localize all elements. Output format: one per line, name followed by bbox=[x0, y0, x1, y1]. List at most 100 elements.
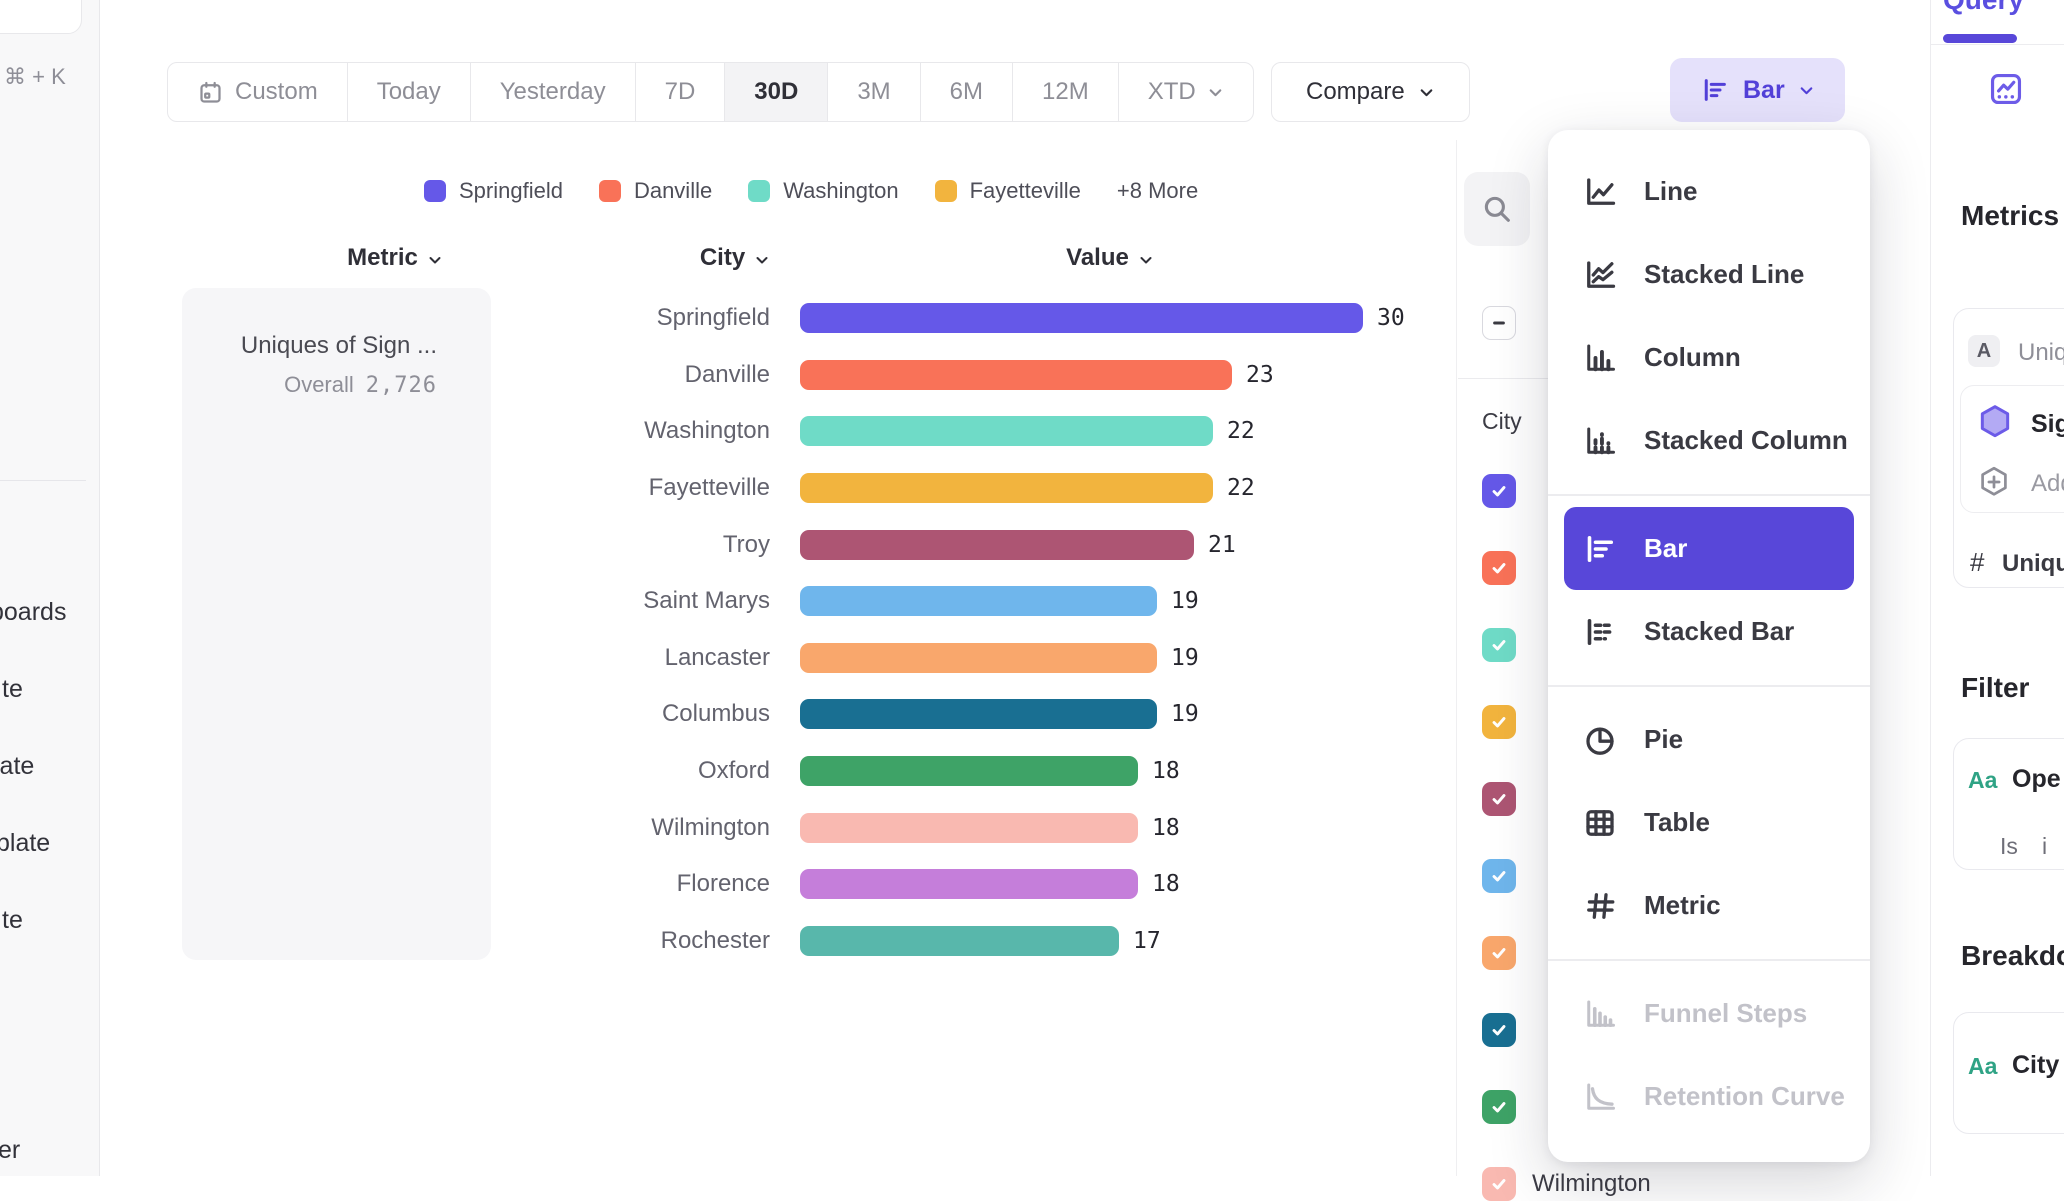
menu-item[interactable]: Column bbox=[1548, 316, 1870, 399]
breakdown-row bbox=[1482, 936, 1651, 970]
date-range-button[interactable]: Yesterday bbox=[469, 63, 635, 121]
breakdown-property[interactable]: City bbox=[2012, 1051, 2060, 1079]
menu-item[interactable]: Bar bbox=[1548, 494, 1870, 590]
date-range-button[interactable]: 6M bbox=[919, 63, 1012, 121]
legend-item[interactable]: Fayetteville bbox=[934, 178, 1081, 204]
menu-item[interactable]: Stacked Bar bbox=[1548, 590, 1870, 673]
bar[interactable] bbox=[800, 359, 1232, 390]
legend-item[interactable]: Washington bbox=[748, 178, 899, 204]
checkbox[interactable] bbox=[1482, 936, 1516, 970]
insights-chart-icon[interactable] bbox=[1987, 70, 2025, 108]
legend-item[interactable]: +8 More bbox=[1117, 178, 1198, 204]
metric-card[interactable]: A Uniq Sig Add # Uniqu bbox=[1953, 308, 2064, 588]
hexagon-icon bbox=[1975, 402, 2015, 442]
value-label: 18 bbox=[1152, 871, 1180, 898]
menu-item[interactable]: Metric bbox=[1548, 864, 1870, 947]
sidebar-nav-item[interactable]: te bbox=[2, 675, 23, 703]
legend-label: Danville bbox=[633, 178, 713, 203]
checkbox[interactable] bbox=[1482, 628, 1516, 662]
sidebar-search-card[interactable] bbox=[0, 0, 82, 34]
measure-label[interactable]: Uniqu bbox=[2002, 550, 2064, 577]
checkbox[interactable] bbox=[1482, 1167, 1516, 1201]
menu-item[interactable]: Line bbox=[1548, 150, 1870, 233]
tab-query[interactable]: Query bbox=[1943, 0, 2024, 16]
keyboard-shortcut-hint: ⌘ + K bbox=[4, 64, 66, 89]
hexagon-plus-icon[interactable] bbox=[1976, 464, 2012, 500]
bar[interactable] bbox=[800, 473, 1213, 504]
metric-column-header[interactable]: Metric bbox=[300, 244, 490, 272]
menu-item[interactable]: Stacked Line bbox=[1548, 233, 1870, 316]
checkbox[interactable] bbox=[1482, 705, 1516, 739]
search-button[interactable] bbox=[1464, 172, 1530, 246]
date-range-button[interactable]: 30D bbox=[724, 63, 828, 121]
checkbox[interactable] bbox=[1482, 1090, 1516, 1124]
bar[interactable] bbox=[800, 642, 1157, 673]
date-range-button[interactable]: 7D bbox=[634, 63, 725, 121]
menu-item[interactable]: Pie bbox=[1548, 685, 1870, 781]
filter-value[interactable]: i bbox=[2042, 833, 2048, 859]
compare-button[interactable]: Compare bbox=[1271, 62, 1470, 122]
menu-item-label: Line bbox=[1644, 176, 1698, 206]
menu-item-label: Stacked Line bbox=[1644, 259, 1805, 289]
sidebar-nav-item[interactable]: blate bbox=[0, 829, 51, 857]
bar[interactable] bbox=[800, 869, 1138, 900]
checkbox[interactable] bbox=[1482, 859, 1516, 893]
menu-item[interactable]: Table bbox=[1548, 781, 1870, 864]
bar[interactable] bbox=[800, 529, 1194, 560]
sidebar-nav-item[interactable]: er bbox=[0, 1136, 21, 1164]
date-range-button[interactable]: 3M bbox=[827, 63, 919, 121]
legend-item[interactable]: Danville bbox=[598, 178, 713, 204]
date-range-button[interactable]: Custom bbox=[168, 63, 347, 121]
event-card[interactable]: Sig Add bbox=[1960, 385, 2064, 513]
select-all-checkbox[interactable] bbox=[1482, 306, 1516, 340]
checkbox[interactable] bbox=[1482, 782, 1516, 816]
city-column-header[interactable]: City bbox=[640, 244, 830, 272]
legend-item[interactable]: Springfield bbox=[424, 178, 563, 204]
date-range-button[interactable]: 12M bbox=[1012, 63, 1118, 121]
sidebar-nav-item[interactable]: boards bbox=[0, 598, 67, 626]
legend-swatch bbox=[598, 180, 621, 202]
checkbox[interactable] bbox=[1482, 474, 1516, 508]
sidebar-nav-item[interactable]: late bbox=[0, 752, 35, 780]
filter-property[interactable]: Ope bbox=[2012, 765, 2061, 793]
breakdown-card[interactable]: Aa City bbox=[1953, 1012, 2064, 1134]
checkbox[interactable] bbox=[1482, 1013, 1516, 1047]
category-label: Troy bbox=[722, 530, 770, 558]
metric-panel[interactable]: Uniques of Sign ... Overall 2,726 bbox=[182, 288, 491, 960]
filter-operator[interactable]: Is bbox=[2000, 833, 2018, 859]
add-event-label[interactable]: Add bbox=[2031, 470, 2064, 497]
date-range-button[interactable]: Today bbox=[346, 63, 470, 121]
date-range-button[interactable]: XTD bbox=[1117, 63, 1253, 121]
menu-item[interactable]: Stacked Column bbox=[1548, 399, 1870, 482]
sidebar-nav-item[interactable]: te bbox=[2, 906, 23, 934]
date-range-label: 30D bbox=[754, 78, 799, 105]
chart-type-button[interactable]: Bar bbox=[1670, 58, 1845, 122]
value-column-header[interactable]: Value bbox=[1015, 244, 1205, 272]
value-label: 19 bbox=[1171, 588, 1199, 615]
filter-card[interactable]: Aa Ope Is i bbox=[1953, 738, 2064, 870]
menu-item[interactable]: Retention Curve bbox=[1548, 1055, 1870, 1138]
date-range-label: Yesterday bbox=[499, 78, 606, 105]
list-divider bbox=[1458, 378, 1548, 379]
bar[interactable] bbox=[800, 416, 1213, 447]
menu-item[interactable]: Funnel Steps bbox=[1548, 959, 1870, 1055]
chart-row: Washington 22 bbox=[530, 403, 1480, 460]
bar[interactable] bbox=[800, 303, 1363, 334]
chart-row: Florence 18 bbox=[530, 856, 1480, 913]
active-tab-indicator bbox=[1943, 34, 2017, 43]
bar[interactable] bbox=[800, 756, 1138, 787]
checkbox[interactable] bbox=[1482, 551, 1516, 585]
left-sidebar: ⌘ + K boards te late blate te er bbox=[0, 0, 100, 1176]
bar[interactable] bbox=[800, 699, 1157, 730]
bar[interactable] bbox=[800, 812, 1138, 843]
sidebar-header-border bbox=[1931, 44, 2064, 45]
bar[interactable] bbox=[800, 925, 1119, 956]
table-icon bbox=[1580, 803, 1620, 843]
chevron-down-icon bbox=[1418, 84, 1435, 101]
sidebar-divider bbox=[0, 480, 86, 481]
event-name: Sig bbox=[2031, 410, 2064, 438]
date-range-label: 12M bbox=[1042, 78, 1089, 105]
chart-row: Danville 23 bbox=[530, 347, 1480, 404]
calendar-icon bbox=[197, 79, 224, 106]
bar[interactable] bbox=[800, 586, 1157, 617]
